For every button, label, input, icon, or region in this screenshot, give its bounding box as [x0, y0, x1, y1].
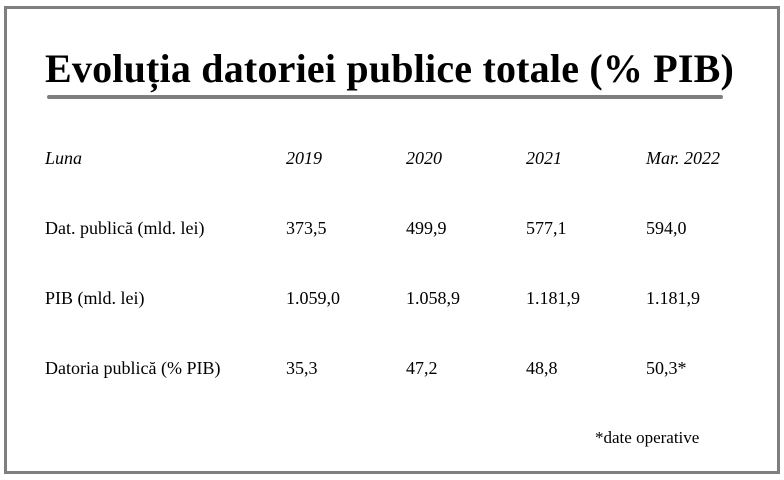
table-header-row: Luna 2019 2020 2021 Mar. 2022 [7, 148, 777, 172]
table-cell: 1.181,9 [526, 288, 580, 308]
row-label: Dat. publică (mld. lei) [45, 218, 205, 238]
table-row: Dat. publică (mld. lei) 373,5 499,9 577,… [7, 218, 777, 242]
table-cell: 1.181,9 [646, 288, 700, 308]
table-cell: 1.058,9 [406, 288, 460, 308]
header-cell-luna: Luna [45, 148, 83, 168]
table-cell: 48,8 [526, 358, 558, 378]
header-cell-2019: 2019 [286, 148, 322, 168]
table-cell: 35,3 [286, 358, 318, 378]
footnote: *date operative [595, 428, 700, 447]
title-underline [47, 95, 723, 99]
row-label: Datoria publică (% PIB) [45, 358, 221, 378]
table-cell: 577,1 [526, 218, 567, 238]
table-cell: 594,0 [646, 218, 687, 238]
table-row: PIB (mld. lei) 1.059,0 1.058,9 1.181,9 1… [7, 288, 777, 312]
table-cell: 50,3* [646, 358, 687, 378]
table-cell: 373,5 [286, 218, 327, 238]
row-label: PIB (mld. lei) [45, 288, 145, 308]
header-cell-2021: 2021 [526, 148, 562, 168]
table-cell: 1.059,0 [286, 288, 340, 308]
table-frame: Evoluția datoriei publice totale (% PIB)… [4, 6, 780, 474]
table-row: Datoria publică (% PIB) 35,3 47,2 48,8 5… [7, 358, 777, 382]
header-cell-2020: 2020 [406, 148, 442, 168]
table-cell: 499,9 [406, 218, 447, 238]
page-title: Evoluția datoriei publice totale (% PIB) [45, 46, 735, 91]
header-cell-mar-2022: Mar. 2022 [646, 148, 721, 168]
table-cell: 47,2 [406, 358, 438, 378]
